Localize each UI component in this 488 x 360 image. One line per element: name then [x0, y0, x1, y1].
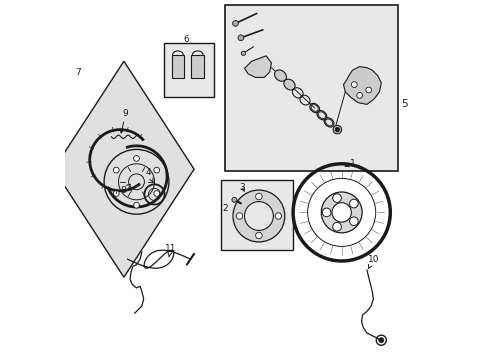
Circle shape — [356, 93, 362, 98]
Polygon shape — [54, 61, 194, 277]
Text: 7: 7 — [75, 68, 81, 77]
Text: 9: 9 — [120, 109, 128, 133]
Circle shape — [238, 35, 244, 41]
Circle shape — [332, 222, 341, 231]
Bar — [171, 55, 184, 78]
Text: 8: 8 — [120, 184, 130, 195]
Polygon shape — [244, 56, 271, 77]
Circle shape — [275, 213, 281, 219]
Circle shape — [241, 51, 245, 55]
Circle shape — [322, 208, 330, 217]
Circle shape — [351, 82, 356, 87]
Circle shape — [154, 167, 159, 173]
Text: 4: 4 — [145, 168, 153, 182]
Text: 10: 10 — [367, 255, 378, 268]
Circle shape — [332, 125, 341, 134]
Circle shape — [335, 127, 339, 132]
Circle shape — [378, 338, 383, 343]
Circle shape — [332, 194, 341, 202]
Bar — [221, 180, 292, 250]
Circle shape — [365, 87, 371, 93]
Text: 11: 11 — [164, 244, 176, 257]
Circle shape — [133, 156, 139, 161]
Bar — [224, 5, 397, 171]
Text: 2: 2 — [222, 204, 227, 213]
Circle shape — [331, 203, 351, 222]
Circle shape — [231, 197, 237, 202]
Circle shape — [154, 191, 159, 197]
Circle shape — [255, 232, 262, 239]
Polygon shape — [343, 67, 381, 104]
Bar — [191, 55, 203, 78]
Text: 5: 5 — [400, 99, 407, 109]
Text: 3: 3 — [239, 183, 244, 192]
Text: 6: 6 — [183, 35, 189, 44]
Ellipse shape — [284, 79, 295, 90]
Circle shape — [232, 190, 284, 242]
Circle shape — [349, 199, 358, 208]
Ellipse shape — [274, 70, 286, 81]
Circle shape — [113, 191, 119, 197]
Text: 1: 1 — [345, 159, 355, 168]
Circle shape — [255, 193, 262, 200]
Circle shape — [133, 202, 139, 208]
Circle shape — [232, 21, 238, 26]
Circle shape — [321, 192, 362, 233]
Circle shape — [113, 167, 119, 173]
Circle shape — [236, 213, 242, 219]
Bar — [163, 43, 213, 97]
Circle shape — [349, 217, 358, 226]
Circle shape — [244, 202, 273, 230]
